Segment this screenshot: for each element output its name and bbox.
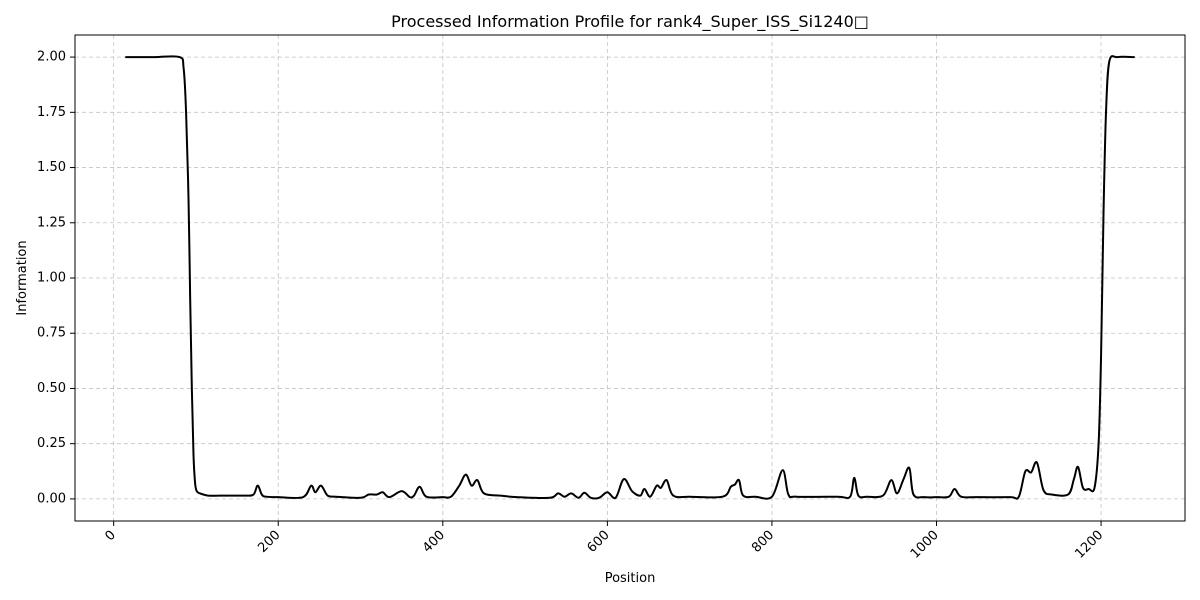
y-axis-ticks: 0.00 0.25 0.50 0.75 1.00 1.25 1.50 1.75 2.00 bbox=[37, 50, 75, 506]
y-tick-label: 1.00 bbox=[37, 271, 66, 286]
x-tick-label: 0 bbox=[103, 528, 119, 544]
x-tick-label: 200 bbox=[255, 528, 283, 556]
y-tick-label: 1.50 bbox=[37, 160, 66, 175]
y-axis-label: Information bbox=[15, 240, 30, 315]
y-tick-label: 1.75 bbox=[37, 105, 66, 120]
x-axis-label: Position bbox=[605, 571, 656, 586]
x-tick-label: 1200 bbox=[1072, 528, 1106, 562]
x-axis-ticks: 0 200 400 600 800 1000 1200 bbox=[103, 521, 1106, 562]
chart-title: Processed Information Profile for rank4_… bbox=[391, 12, 869, 32]
x-tick-label: 800 bbox=[749, 528, 777, 556]
y-tick-label: 0.75 bbox=[37, 326, 66, 341]
y-tick-label: 0.50 bbox=[37, 381, 66, 396]
grid-lines bbox=[75, 35, 1185, 521]
y-tick-label: 1.25 bbox=[37, 215, 66, 230]
y-tick-label: 2.00 bbox=[37, 50, 66, 65]
x-tick-label: 400 bbox=[420, 528, 448, 556]
x-tick-label: 1000 bbox=[908, 528, 942, 562]
x-tick-label: 600 bbox=[585, 528, 613, 556]
y-tick-label: 0.00 bbox=[37, 491, 66, 506]
information-series-line bbox=[125, 55, 1135, 500]
series-layer bbox=[125, 55, 1135, 500]
y-tick-label: 0.25 bbox=[37, 436, 66, 451]
